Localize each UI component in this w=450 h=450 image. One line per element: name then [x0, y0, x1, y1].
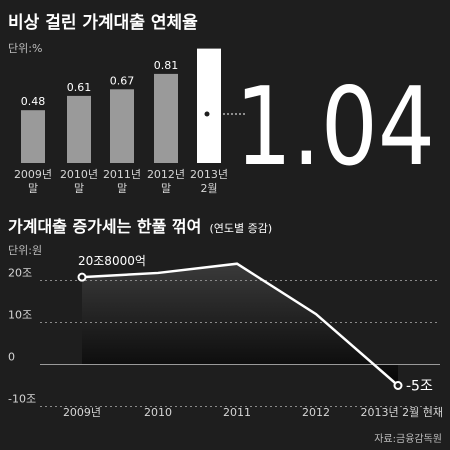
chart2-value-label-0: 20조8000억 [78, 254, 146, 268]
chart2-xtick-label-4: 2013년 2월 현재 [361, 406, 443, 419]
chart2-value-label-4: -5조 [406, 379, 433, 395]
chart2-ytick-label-0: 20조 [8, 267, 32, 280]
chart1-category-label-2-0: 2011년 [103, 168, 141, 181]
chart1-unit-label: 단위:% [8, 42, 42, 55]
chart1-leader-dot [204, 111, 210, 117]
chart1-category-label-1-0: 2010년 [60, 168, 98, 181]
chart1-category-label-3-1: 말 [161, 182, 171, 195]
chart1-category-label-3-0: 2012년 [147, 168, 185, 181]
chart1-value-label-1: 0.61 [67, 81, 92, 94]
chart2-point-0 [77, 272, 87, 282]
chart2-area-fill [82, 263, 398, 386]
chart1-value-label-2: 0.67 [110, 74, 135, 87]
chart1-bar-2 [110, 89, 134, 163]
chart2-series-line [81, 262, 399, 387]
chart2-unit-label: 단위:원 [8, 244, 42, 257]
chart1-value-label-big: 1.04 [235, 65, 435, 190]
chart1-category-label-4-0: 2013년 [190, 168, 228, 181]
chart1-category-label-0-0: 2009년 [14, 168, 52, 181]
chart1-category-label-2-1: 말 [117, 182, 127, 195]
chart2-title-main: 가계대출 증가세는 한풀 꺾여 [8, 217, 201, 236]
chart2-ytick-label-2: 0 [8, 351, 15, 364]
chart1-value-label-0: 0.48 [21, 95, 46, 108]
chart1-category-label-4-1: 2월 [200, 182, 217, 195]
chart2-source: 자료:금융감독원 [374, 433, 442, 445]
chart1-category-label-0-1: 말 [28, 182, 38, 195]
chart1-bar-3 [154, 73, 178, 163]
chart1-bar-0 [21, 110, 45, 163]
chart2-point-4 [393, 381, 403, 390]
chart2-ytick-label-3: -10조 [8, 393, 36, 406]
chart1-bars: 0.482009년말0.612010년말0.672011년말0.812012년말… [14, 48, 435, 195]
chart2-plot: 20조 10조 0 -10조 2009년 2010 2011 2012 2013년 2월 현재 2… [8, 254, 443, 419]
chart2-xtick-label-1: 2010 [144, 406, 172, 419]
chart1-value-label-3: 0.81 [154, 59, 179, 72]
chart1-title: 비상 걸린 가계대출 연체율 [8, 13, 198, 33]
chart2-xtick-label-3: 2012 [302, 406, 330, 419]
chart1-bar-4 [197, 48, 221, 163]
chart1-category-label-1-1: 말 [74, 182, 84, 195]
chart2-xtick-label-0: 2009년 [63, 406, 101, 419]
chart1-bar-1 [67, 95, 91, 163]
chart2-title-suffix: (연도별 증감) [209, 222, 272, 235]
chart2-title: 가계대출 증가세는 한풀 꺾여 (연도별 증감) [8, 217, 272, 236]
chart2-ytick-label-1: 10조 [8, 309, 32, 322]
chart2-xtick-label-2: 2011 [223, 406, 251, 419]
